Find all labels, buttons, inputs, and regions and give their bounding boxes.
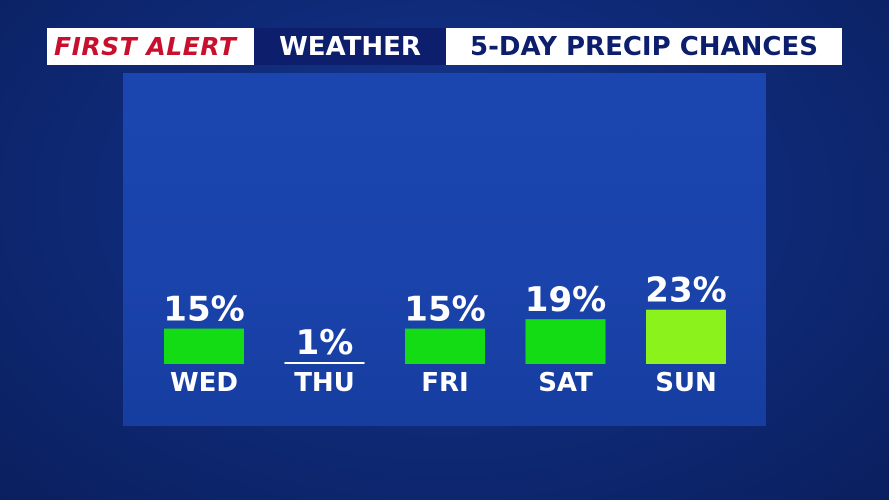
section-box: WEATHER — [254, 28, 446, 65]
header-bar: FIRST ALERT WEATHER 5-DAY PRECIP CHANCES — [47, 28, 842, 65]
day-label-wed: WED — [170, 368, 238, 398]
day-label-fri: FRI — [421, 368, 468, 398]
section-title: WEATHER — [279, 31, 421, 62]
chart-title-box: 5-DAY PRECIP CHANCES — [446, 28, 842, 65]
bar-thu — [284, 362, 365, 364]
value-label-sun: 23% — [645, 271, 726, 311]
bar-sun — [646, 309, 726, 364]
day-label-thu: THU — [294, 368, 355, 398]
chart-panel: 15% WED 1% THU 15% FRI 19% SAT 23% SUN — [123, 73, 766, 426]
bar-sat — [525, 319, 606, 364]
bar-wed — [164, 328, 244, 364]
precip-bar-chart: 15% WED 1% THU 15% FRI 19% SAT 23% SUN — [163, 271, 726, 398]
value-label-wed: 15% — [163, 290, 244, 330]
value-label-sat: 19% — [525, 280, 606, 320]
brand-title: FIRST ALERT — [54, 32, 237, 61]
day-label-sun: SUN — [655, 368, 717, 398]
brand-box: FIRST ALERT — [47, 28, 254, 65]
chart-title: 5-DAY PRECIP CHANCES — [470, 31, 818, 62]
value-label-fri: 15% — [404, 290, 485, 330]
bar-fri — [405, 328, 485, 364]
value-label-thu: 1% — [296, 323, 354, 363]
day-label-sat: SAT — [538, 368, 593, 398]
